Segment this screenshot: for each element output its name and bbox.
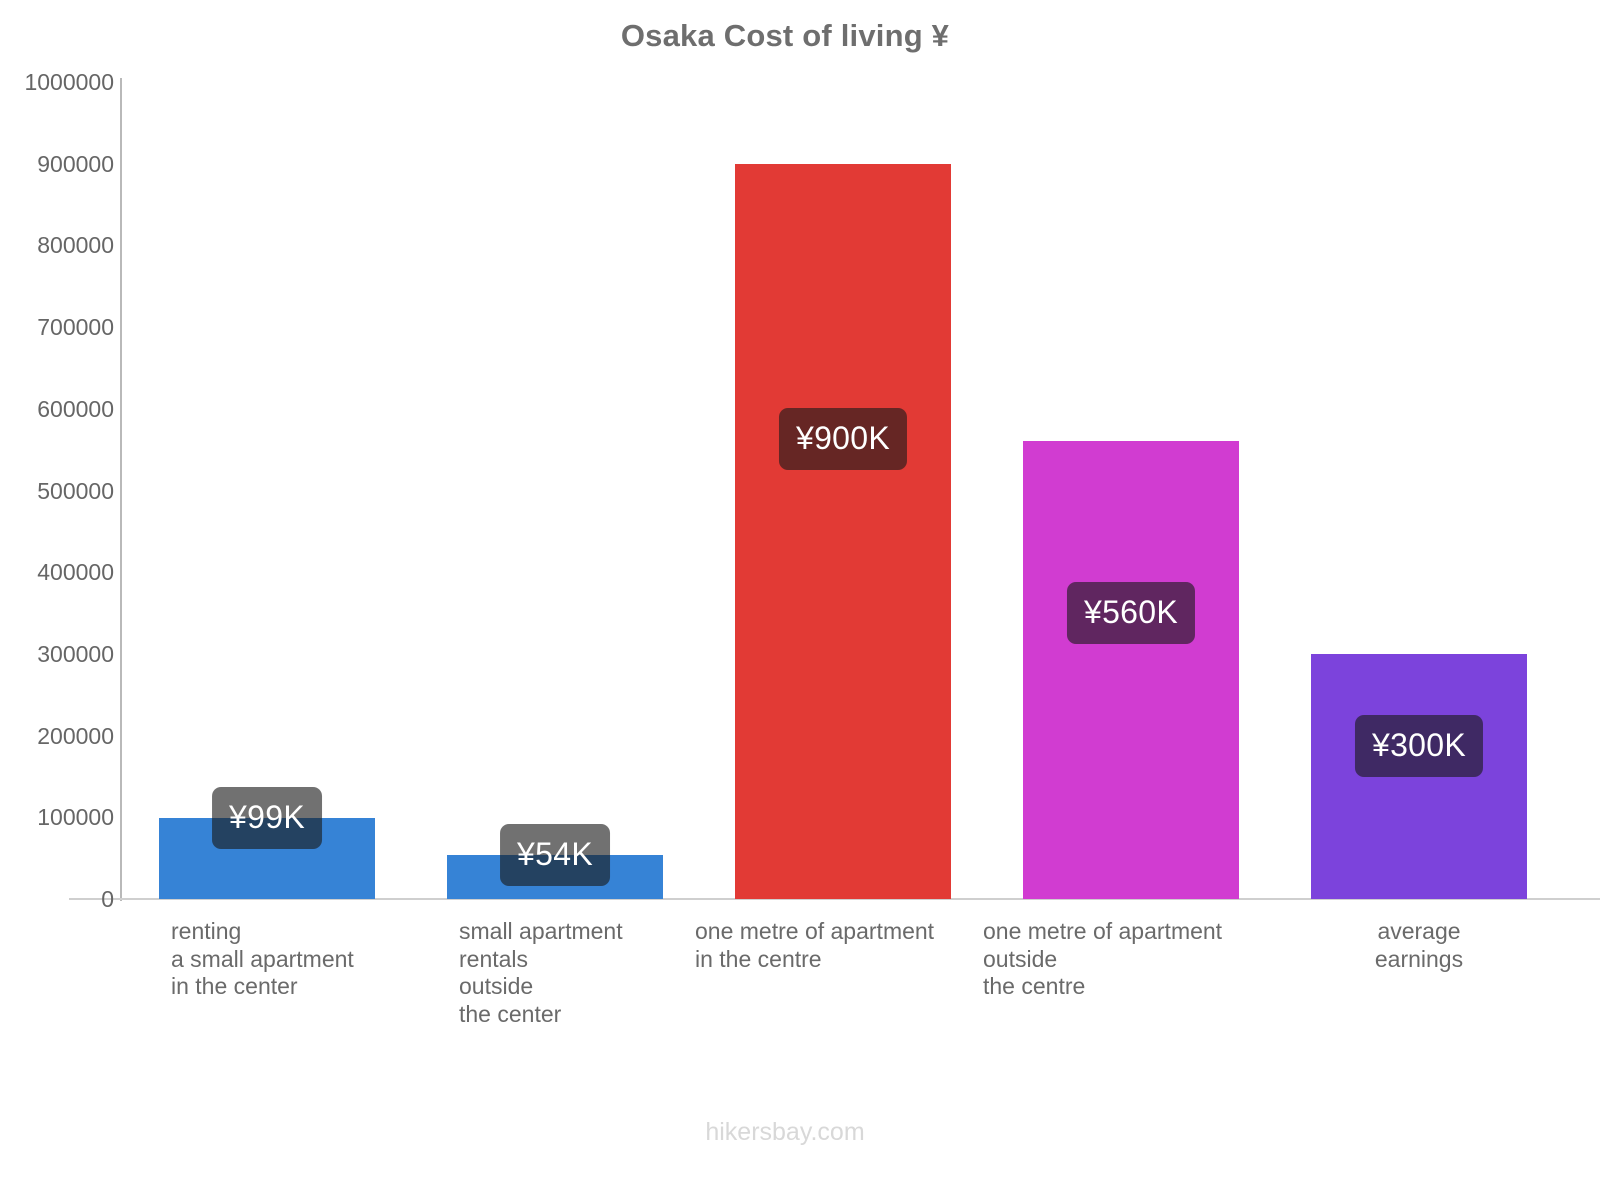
bar-value-label: ¥54K (500, 823, 610, 886)
y-axis-tick-label: 200000 (37, 722, 114, 749)
bar-value-label: ¥560K (1066, 582, 1196, 645)
y-axis-line (120, 78, 122, 901)
chart-title: Osaka Cost of living ¥ (620, 18, 950, 53)
y-axis-tick-label: 300000 (37, 640, 114, 667)
watermark-hikersbay: hikersbay.com (705, 1118, 865, 1146)
y-axis-tick-label: 400000 (37, 559, 114, 586)
y-axis-tick-label: 500000 (37, 477, 114, 504)
y-axis-tick-label: 600000 (37, 395, 114, 422)
x-axis-category-label: average earnings (1374, 918, 1464, 972)
x-axis-category-label: one metre of apartment in the centre (695, 918, 935, 972)
x-axis-category-label: small apartment rentals outside the cent… (459, 918, 623, 1027)
bar[interactable] (1023, 441, 1239, 899)
x-axis-category-label: one metre of apartment outside the centr… (983, 918, 1223, 999)
bar-fill (1023, 441, 1239, 899)
bar-value-label: ¥900K (778, 408, 908, 471)
bar-value-label: ¥300K (1354, 714, 1484, 777)
y-axis-tick-label: 900000 (37, 150, 114, 177)
y-axis-tick-label: 100000 (37, 804, 114, 831)
bar-value-label: ¥99K (212, 787, 322, 850)
bar-fill (735, 163, 951, 899)
y-axis-tick-label: 700000 (37, 314, 114, 341)
bar[interactable] (735, 163, 951, 899)
x-axis-line (69, 898, 1600, 900)
y-axis-tick-label: 1000000 (24, 69, 114, 95)
y-axis-tick-label: 800000 (37, 232, 114, 259)
x-axis-category-label: renting a small apartment in the center (171, 918, 354, 999)
y-axis-tick-label: 0 (101, 886, 114, 912)
